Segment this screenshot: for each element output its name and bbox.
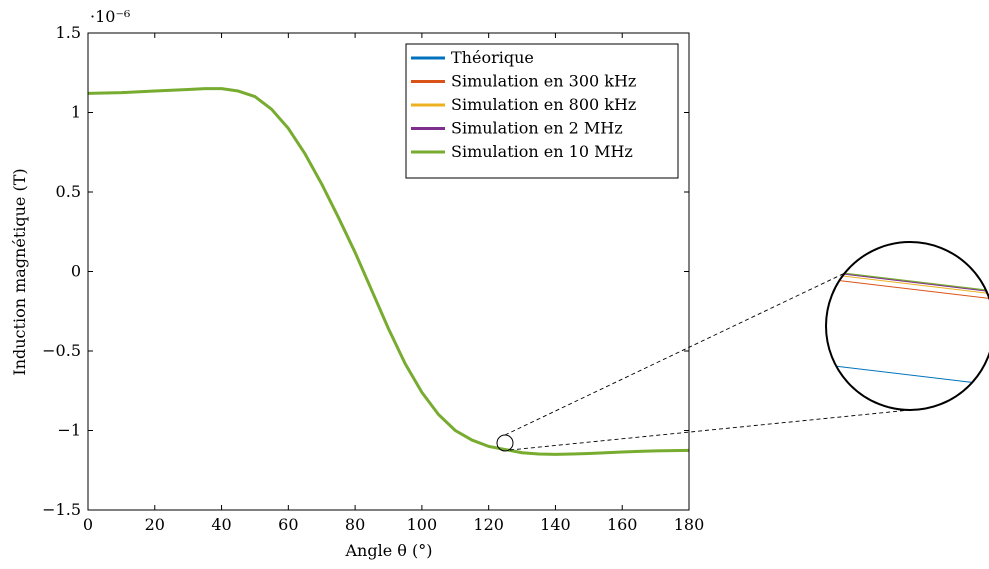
y-exponent-label: ·10⁻⁶	[90, 7, 130, 26]
legend-label-4: Simulation en 10 MHz	[451, 142, 633, 161]
x-tick-label: 120	[473, 515, 504, 534]
zoom-inset-circle	[825, 241, 989, 411]
series-line-4	[88, 87, 689, 456]
zoom-line-2mhz	[826, 271, 989, 293]
legend-label-1: Simulation en 300 kHz	[451, 72, 636, 91]
zoom-line-10mhz	[826, 270, 989, 292]
zoom-line-300khz	[826, 278, 989, 300]
y-tick-label: 0.5	[56, 182, 81, 201]
zoom-connector-top	[504, 241, 911, 436]
zoom-line-theorique	[826, 364, 989, 386]
x-tick-label: 100	[407, 515, 438, 534]
legend-label-2: Simulation en 800 kHz	[451, 95, 636, 114]
x-tick-label: 140	[540, 515, 571, 534]
x-tick-label: 0	[83, 515, 93, 534]
legend-box	[405, 43, 679, 179]
ticks-layer: 0 20 40 60 80 100 120 140 160 180 −1.5 −1 −0.5 0 0.5 1 1…	[42, 23, 704, 534]
y-tick-label: 1	[71, 103, 81, 122]
legend: Théorique Simulation en 300 kHz Simulation…	[405, 43, 679, 179]
y-tick-label: −1.5	[42, 500, 81, 519]
y-tick-label: 0	[71, 262, 81, 281]
zoom-inset	[496, 241, 989, 452]
y-tick-label: 1.5	[56, 23, 81, 42]
x-tick-label: 40	[211, 515, 231, 534]
x-tick-label: 20	[145, 515, 165, 534]
zoom-connector-bottom	[509, 409, 911, 451]
zoom-line-800khz	[826, 273, 989, 295]
x-tick-label: 60	[278, 515, 298, 534]
y-tick-label: −1	[57, 421, 81, 440]
y-tick-label: −0.5	[42, 341, 81, 360]
legend-label-0: Théorique	[451, 48, 534, 67]
y-axis-label: Induction magnétique (T)	[10, 168, 29, 375]
x-tick-label: 160	[607, 515, 638, 534]
series-layer	[88, 87, 689, 456]
x-tick-label: 80	[345, 515, 365, 534]
x-axis-label: Angle θ (°)	[345, 541, 433, 560]
legend-label-3: Simulation en 2 MHz	[451, 119, 623, 138]
x-tick-label: 180	[674, 515, 705, 534]
